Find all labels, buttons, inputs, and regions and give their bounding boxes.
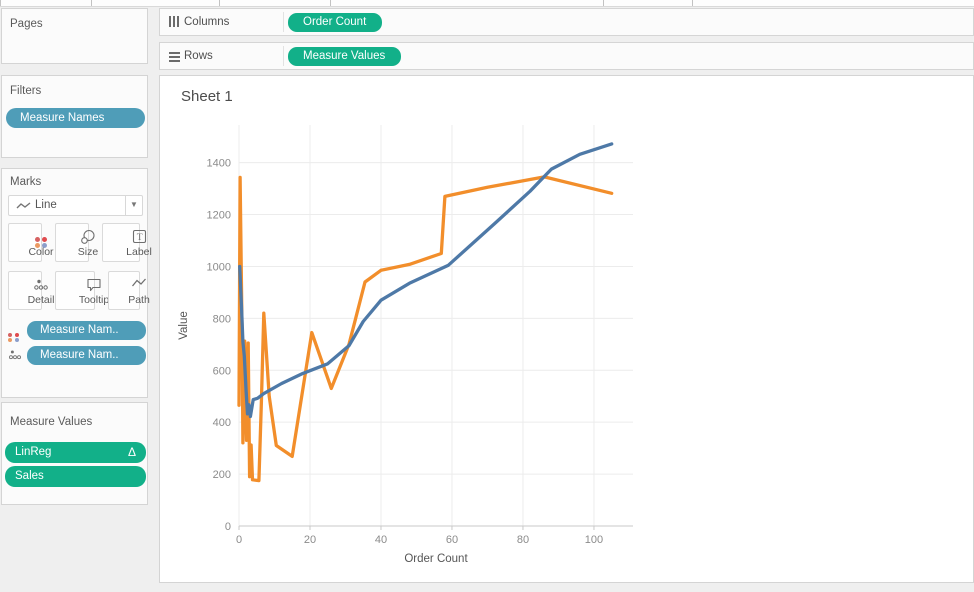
columns-shelf[interactable]: Columns Order Count <box>159 8 974 36</box>
svg-text:100: 100 <box>585 534 603 546</box>
toolbar-separator <box>219 0 220 6</box>
toolbar-separator <box>91 0 92 6</box>
tooltip-button[interactable]: Tooltip <box>55 271 109 310</box>
svg-text:0: 0 <box>225 521 231 533</box>
path-button[interactable]: Path <box>108 271 150 310</box>
marks-pill-measure-names-detail[interactable]: Measure Nam.. <box>27 346 146 365</box>
measure-pill-linreg[interactable]: LinReg Δ <box>5 442 146 463</box>
detail-dots-icon <box>25 277 57 293</box>
pages-shelf-title: Pages <box>10 18 43 30</box>
columns-icon <box>169 16 182 28</box>
shelf-divider <box>283 46 284 66</box>
rows-shelf[interactable]: Rows Measure Values <box>159 42 974 70</box>
label-button[interactable]: T Label <box>102 223 152 262</box>
svg-text:Order Count: Order Count <box>404 553 468 565</box>
measure-values-card: Measure Values LinReg Δ Sales <box>1 402 148 505</box>
mark-type-value: Line <box>35 199 57 211</box>
sheet-title: Sheet 1 <box>181 88 233 105</box>
shelf-divider <box>283 12 284 32</box>
filters-shelf-title: Filters <box>10 85 42 97</box>
path-line-icon <box>124 277 154 293</box>
svg-text:80: 80 <box>517 534 529 546</box>
columns-pill-order-count[interactable]: Order Count <box>288 13 383 32</box>
pages-shelf[interactable]: Pages <box>1 8 148 64</box>
svg-text:200: 200 <box>213 469 231 481</box>
filters-shelf[interactable]: Filters Measure Names <box>1 75 148 158</box>
chevron-down-icon[interactable]: ▼ <box>125 196 142 215</box>
worksheet-view: Sheet 1 0 20 40 60 80 100 0 200 400 600 800 1000 120… <box>159 75 974 583</box>
toolbar-separator <box>603 0 604 6</box>
measure-pill-sales[interactable]: Sales <box>5 466 146 487</box>
color-button[interactable]: Color <box>8 223 54 262</box>
svg-text:1200: 1200 <box>207 210 231 222</box>
svg-text:0: 0 <box>236 534 242 546</box>
detail-dots-icon <box>8 348 24 363</box>
mark-type-dropdown[interactable]: Line ▼ <box>8 195 143 216</box>
detail-button[interactable]: Detail <box>8 271 54 310</box>
color-dots-icon <box>25 229 57 248</box>
size-circles-icon <box>72 229 104 245</box>
toolbar-strip <box>0 0 974 7</box>
svg-text:60: 60 <box>446 534 458 546</box>
rows-shelf-label: Rows <box>184 50 213 62</box>
toolbar-separator <box>0 0 1 6</box>
svg-text:T: T <box>136 233 142 243</box>
svg-text:800: 800 <box>213 313 231 325</box>
filter-pill-measure-names[interactable]: Measure Names <box>6 108 145 128</box>
svg-text:1400: 1400 <box>207 158 231 170</box>
marks-card-title: Marks <box>10 176 42 188</box>
marks-card: Marks Line ▼ Color Size T Label Detail T… <box>1 168 152 398</box>
columns-shelf-label: Columns <box>184 16 230 28</box>
rows-icon <box>169 52 182 64</box>
toolbar-separator <box>330 0 331 6</box>
tooltip-bubble-icon <box>75 277 113 293</box>
svg-text:40: 40 <box>375 534 387 546</box>
line-chart[interactable]: 0 20 40 60 80 1000200400600800100012001400Ord… <box>160 76 974 584</box>
color-dots-icon <box>8 324 24 342</box>
svg-text:1000: 1000 <box>207 261 231 273</box>
line-mark-icon <box>16 202 31 210</box>
toolbar-separator <box>692 0 693 6</box>
svg-text:20: 20 <box>304 534 316 546</box>
rows-pill-measure-values[interactable]: Measure Values <box>288 47 402 66</box>
svg-text:Value: Value <box>178 311 190 340</box>
text-label-icon: T <box>121 229 157 245</box>
svg-text:600: 600 <box>213 365 231 377</box>
marks-pill-measure-names-color[interactable]: Measure Nam.. <box>27 321 146 340</box>
svg-text:400: 400 <box>213 417 231 429</box>
size-button[interactable]: Size <box>55 223 98 262</box>
measure-values-title: Measure Values <box>10 416 93 428</box>
delta-badge: Δ <box>127 445 136 459</box>
